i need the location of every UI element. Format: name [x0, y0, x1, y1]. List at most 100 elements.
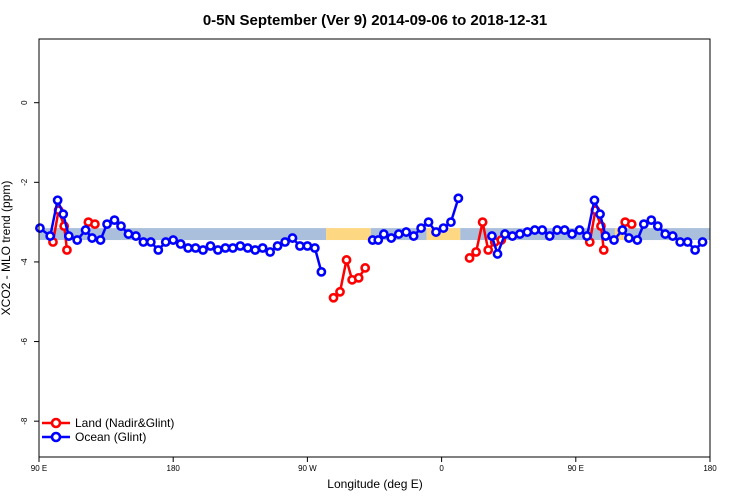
x-tick-label: 90 E — [568, 464, 584, 473]
data-point — [522, 227, 533, 237]
x-axis: 90 E 180 90 W 0 90 E 180 — [31, 457, 717, 473]
y-tick-label: -2 — [20, 178, 29, 186]
data-point — [697, 237, 708, 247]
data-point — [675, 237, 686, 247]
data-point — [682, 237, 693, 247]
x-tick-label: 180 — [703, 464, 717, 473]
data-point — [624, 233, 634, 243]
data-point — [287, 233, 298, 243]
data-point — [272, 241, 283, 251]
data-point — [378, 229, 389, 239]
data-point — [431, 227, 441, 237]
data-point — [626, 219, 637, 230]
data-point — [227, 243, 238, 253]
data-point — [471, 247, 481, 257]
plot-frame — [38, 38, 711, 458]
series-ocean — [35, 193, 708, 277]
data-point — [401, 227, 412, 237]
data-point — [109, 215, 120, 226]
data-point — [373, 235, 384, 245]
data-point — [220, 243, 231, 253]
data-point — [316, 266, 327, 277]
data-point — [265, 247, 276, 257]
data-point — [235, 241, 246, 251]
x-tick-label: 90 E — [31, 464, 47, 473]
data-point — [609, 235, 619, 245]
data-point — [514, 229, 525, 239]
data-point — [153, 245, 164, 255]
data-point — [335, 286, 345, 297]
data-point — [360, 263, 371, 273]
data-point — [617, 225, 628, 235]
data-point — [453, 193, 464, 204]
data-point — [72, 235, 83, 245]
data-point — [500, 229, 510, 239]
data-point — [35, 223, 45, 233]
band-segment — [426, 228, 461, 241]
data-point — [242, 243, 253, 253]
data-point — [667, 231, 678, 241]
chart-title: 0-5N September (Ver 9) 2014-09-06 to 201… — [203, 12, 547, 29]
data-point — [205, 241, 216, 251]
data-point — [87, 233, 98, 243]
data-point — [131, 231, 141, 241]
x-axis-label: Longitude (deg E) — [327, 477, 422, 491]
data-point — [257, 243, 268, 253]
data-point — [600, 231, 611, 241]
data-point — [386, 233, 397, 243]
data-point — [353, 272, 364, 283]
data-point — [116, 221, 126, 232]
x-tick-label: 90 W — [298, 464, 317, 473]
data-point — [589, 195, 600, 206]
data-point — [582, 231, 592, 241]
series-land — [48, 205, 637, 303]
data-point — [138, 237, 149, 247]
legend-marker — [50, 431, 62, 443]
data-point — [213, 245, 223, 255]
band-segment — [39, 228, 327, 241]
data-point — [393, 229, 404, 239]
data-point — [477, 217, 488, 228]
legend: Land (Nadir&Glint)Ocean (Glint) — [42, 416, 174, 444]
data-point — [690, 245, 700, 255]
data-point — [168, 235, 179, 245]
data-point — [598, 245, 609, 255]
data-point — [123, 229, 134, 239]
data-point — [95, 235, 106, 245]
data-point — [183, 243, 194, 253]
legend-item: Ocean (Glint) — [42, 430, 146, 444]
data-point — [175, 239, 186, 249]
data-point — [341, 255, 352, 265]
data-point — [328, 292, 339, 303]
data-point — [574, 225, 585, 235]
data-point — [652, 221, 663, 232]
data-point — [544, 231, 555, 241]
data-point — [45, 231, 56, 241]
legend-item: Land (Nadir&Glint) — [42, 416, 174, 430]
data-point — [102, 219, 112, 230]
data-point — [190, 243, 201, 253]
y-axis: 0 -2 -4 -6 -8 — [20, 100, 39, 425]
x-tick-label: 180 — [167, 464, 181, 473]
data-point — [646, 215, 657, 226]
data-point — [62, 245, 72, 255]
data-point — [567, 229, 577, 239]
y-tick-label: -8 — [20, 417, 29, 425]
data-point — [529, 225, 540, 235]
data-point — [198, 245, 208, 255]
data-point — [537, 225, 548, 235]
data-point — [250, 245, 261, 255]
y-axis-label: XCO2 - MLO trend (ppm) — [0, 181, 13, 316]
band-segment — [326, 228, 371, 241]
data-point — [280, 237, 290, 247]
data-point — [90, 219, 100, 230]
legend-label: Land (Nadir&Glint) — [75, 416, 174, 430]
data-point — [446, 217, 456, 228]
y-tick-label: -6 — [20, 337, 29, 345]
data-point — [160, 237, 171, 247]
data-point — [52, 195, 63, 206]
data-point — [507, 231, 518, 241]
data-point — [438, 223, 449, 233]
data-point — [416, 223, 426, 233]
